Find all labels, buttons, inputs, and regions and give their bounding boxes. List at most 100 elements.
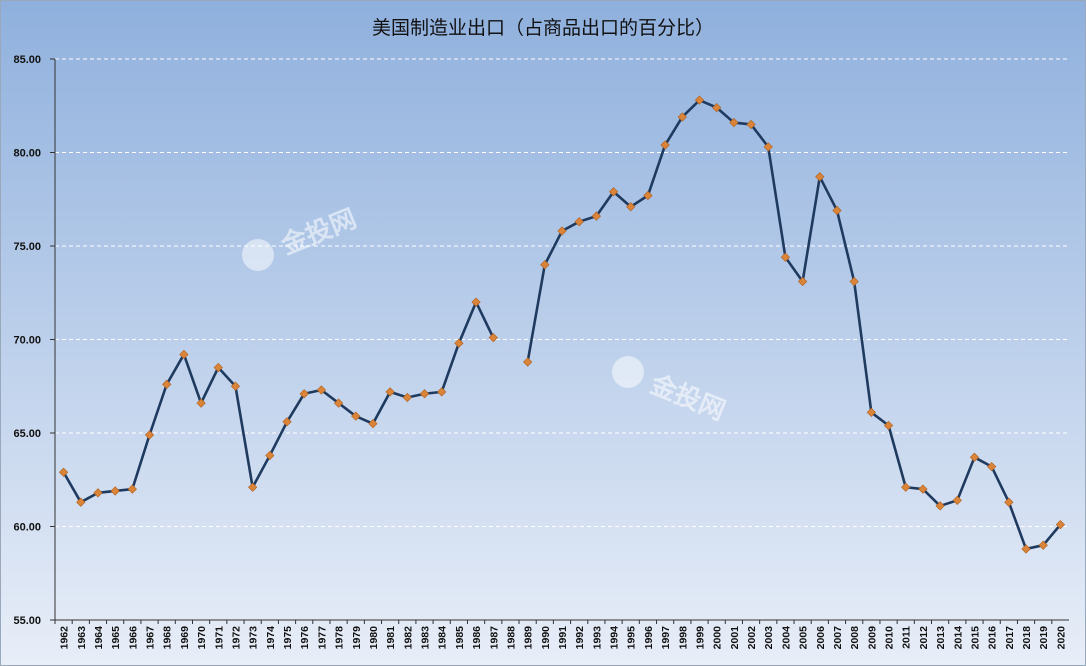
- x-tick-label: 2009: [866, 626, 878, 650]
- data-point: [712, 102, 722, 113]
- x-tick-label: 1968: [162, 626, 174, 650]
- data-point: [110, 486, 120, 496]
- x-tick-label: 1993: [591, 626, 603, 650]
- data-point: [419, 389, 430, 399]
- x-tick-label: 1971: [213, 626, 225, 650]
- x-tick-label: 1967: [145, 626, 157, 650]
- x-tick-label: 1982: [402, 626, 414, 650]
- data-point: [402, 392, 412, 403]
- data-point: [471, 297, 481, 307]
- data-point: [780, 252, 791, 262]
- data-point: [127, 484, 137, 494]
- data-point: [729, 117, 739, 128]
- x-tick-label: 1987: [488, 626, 500, 650]
- x-tick-label: 1964: [93, 626, 105, 650]
- x-tick-label: 2011: [901, 626, 913, 649]
- x-tick-label: 2007: [832, 626, 844, 650]
- x-tick-label: 1974: [265, 626, 277, 650]
- x-tick-label: 1997: [660, 626, 672, 650]
- data-point: [660, 140, 670, 150]
- y-tick-label: 60.00: [13, 522, 41, 534]
- data-point: [454, 338, 464, 348]
- x-tick-label: 1998: [677, 626, 689, 650]
- data-point: [574, 217, 584, 227]
- x-tick-label: 2018: [1021, 626, 1033, 650]
- x-tick-label: 1995: [626, 626, 638, 650]
- data-point: [248, 482, 258, 492]
- data-point: [523, 357, 533, 367]
- x-tick-label: 1996: [643, 626, 655, 650]
- data-point: [1004, 497, 1014, 507]
- data-point: [1021, 544, 1031, 554]
- x-tick-label: 2014: [952, 626, 964, 650]
- data-point: [969, 452, 980, 462]
- watermark-logo-icon: [242, 239, 274, 271]
- data-point: [557, 226, 567, 236]
- x-tick-label: 2005: [798, 626, 810, 650]
- x-tick-label: 1969: [179, 626, 191, 650]
- data-point: [849, 276, 859, 287]
- x-tick-label: 1973: [248, 626, 260, 650]
- x-tick-label: 2006: [815, 626, 827, 650]
- y-tick-label: 75.00: [13, 241, 41, 253]
- x-tick-label: 1988: [505, 626, 517, 650]
- x-tick-label: 2017: [1004, 626, 1016, 650]
- data-point: [1055, 520, 1066, 530]
- y-tick-labels: 55.00 60.00 65.00 70.00 75.00 80.00 85.00: [13, 54, 41, 627]
- x-tick-label: 1978: [334, 626, 346, 650]
- x-tick-label: 2013: [935, 626, 947, 650]
- x-tick-label: 1985: [454, 626, 466, 650]
- chart-title: 美国制造业出口（占商品出口的百分比）: [372, 17, 714, 39]
- x-tick-label: 1983: [420, 626, 432, 650]
- data-point: [935, 501, 945, 511]
- x-tick-label: 1970: [196, 626, 208, 650]
- x-tick-label: 2012: [918, 626, 930, 650]
- data-point: [196, 398, 206, 408]
- series-points: [58, 95, 1066, 554]
- data-point: [162, 379, 172, 390]
- x-tick-label: 2004: [780, 626, 792, 650]
- x-tick-label: 1989: [523, 626, 535, 650]
- data-point: [901, 482, 911, 492]
- x-tick-label: 2020: [1055, 626, 1067, 650]
- data-point: [385, 387, 395, 397]
- axes: [54, 59, 1069, 624]
- x-tick-label: 1972: [230, 626, 242, 650]
- x-tick-label: 1991: [557, 626, 569, 650]
- x-tick-labels: 1962 1963 1964 1965 1966 1967 1968 1969 1970 1971…: [59, 626, 1068, 650]
- x-tick-label: 1994: [609, 626, 621, 650]
- data-point: [299, 389, 309, 399]
- data-point: [540, 260, 550, 270]
- data-point: [626, 202, 636, 212]
- data-point: [832, 205, 842, 216]
- x-tick-label: 1981: [385, 626, 397, 650]
- data-point: [866, 407, 876, 418]
- data-point: [797, 276, 808, 287]
- data-point: [746, 119, 756, 130]
- x-tick-label: 2016: [987, 626, 999, 650]
- data-point: [282, 417, 292, 427]
- data-point: [677, 112, 687, 122]
- data-point: [815, 172, 825, 182]
- x-tick-label: 1963: [76, 626, 88, 650]
- x-tick-label: 1986: [471, 626, 483, 650]
- x-tick-label: 1976: [299, 626, 311, 650]
- x-tick-label: 1977: [316, 626, 328, 650]
- data-point: [694, 95, 705, 105]
- data-point: [643, 190, 653, 201]
- x-tick-label: 2010: [884, 626, 896, 650]
- data-point: [488, 333, 498, 343]
- y-tick-label: 85.00: [13, 54, 41, 66]
- data-point: [918, 484, 928, 494]
- data-point: [76, 497, 86, 507]
- x-tick-label: 2019: [1038, 626, 1050, 650]
- x-tick-label: 1966: [127, 626, 139, 650]
- y-tick-label: 70.00: [13, 335, 41, 347]
- data-point: [1038, 540, 1048, 550]
- x-tick-label: 1979: [351, 626, 363, 650]
- data-point: [333, 398, 344, 408]
- x-tick-label: 2008: [849, 626, 861, 650]
